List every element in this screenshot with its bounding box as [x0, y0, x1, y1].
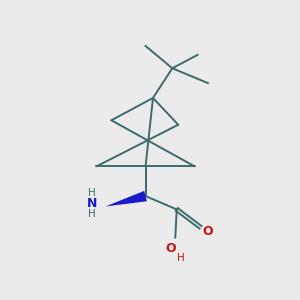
Text: N: N: [87, 197, 97, 210]
Text: O: O: [202, 225, 213, 238]
Polygon shape: [105, 191, 147, 206]
Text: H: H: [88, 209, 96, 219]
Text: O: O: [166, 242, 176, 255]
Text: H: H: [88, 188, 96, 198]
Text: H: H: [177, 254, 185, 263]
